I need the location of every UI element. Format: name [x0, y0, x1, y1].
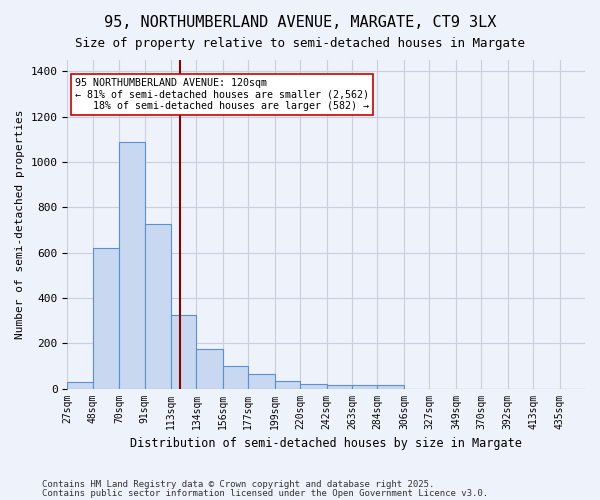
Bar	[196, 349, 223, 389]
Bar	[145, 224, 171, 388]
Text: Contains HM Land Registry data © Crown copyright and database right 2025.: Contains HM Land Registry data © Crown c…	[42, 480, 434, 489]
Bar	[352, 385, 377, 388]
Bar	[67, 382, 92, 388]
Text: Size of property relative to semi-detached houses in Margate: Size of property relative to semi-detach…	[75, 38, 525, 51]
Y-axis label: Number of semi-detached properties: Number of semi-detached properties	[15, 110, 25, 339]
Bar	[248, 374, 275, 388]
Bar	[223, 366, 248, 388]
Text: 95 NORTHUMBERLAND AVENUE: 120sqm
← 81% of semi-detached houses are smaller (2,56: 95 NORTHUMBERLAND AVENUE: 120sqm ← 81% o…	[74, 78, 368, 112]
Bar	[119, 142, 145, 388]
X-axis label: Distribution of semi-detached houses by size in Margate: Distribution of semi-detached houses by …	[130, 437, 522, 450]
Text: 95, NORTHUMBERLAND AVENUE, MARGATE, CT9 3LX: 95, NORTHUMBERLAND AVENUE, MARGATE, CT9 …	[104, 15, 496, 30]
Bar	[327, 385, 352, 388]
Bar	[171, 315, 196, 388]
Bar	[275, 380, 300, 388]
Bar	[377, 385, 404, 388]
Bar	[300, 384, 327, 388]
Bar	[92, 248, 119, 388]
Text: Contains public sector information licensed under the Open Government Licence v3: Contains public sector information licen…	[42, 489, 488, 498]
